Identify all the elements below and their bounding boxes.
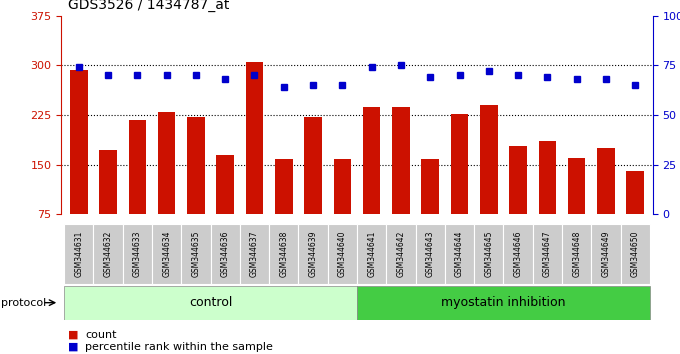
Bar	[328, 224, 357, 284]
Bar	[334, 159, 351, 214]
Bar	[539, 142, 556, 214]
Bar	[445, 224, 474, 284]
Text: GSM344640: GSM344640	[338, 231, 347, 277]
Bar	[592, 224, 621, 284]
Text: GSM344643: GSM344643	[426, 231, 435, 277]
Bar	[70, 70, 88, 214]
Text: GSM344631: GSM344631	[74, 231, 83, 277]
Bar	[211, 224, 240, 284]
Text: GSM344637: GSM344637	[250, 231, 259, 277]
Bar	[269, 224, 299, 284]
Bar	[122, 224, 152, 284]
Text: GSM344642: GSM344642	[396, 231, 405, 277]
Bar	[597, 148, 615, 214]
Bar	[480, 105, 498, 214]
Bar	[299, 224, 328, 284]
Text: protocol: protocol	[1, 298, 46, 308]
Text: GSM344649: GSM344649	[601, 231, 611, 277]
Text: GSM344650: GSM344650	[631, 231, 640, 277]
Text: myostatin inhibition: myostatin inhibition	[441, 296, 566, 309]
Text: GSM344648: GSM344648	[572, 231, 581, 277]
Bar	[363, 107, 380, 214]
Bar	[392, 107, 410, 214]
Bar	[357, 224, 386, 284]
Bar	[275, 159, 292, 214]
Text: count: count	[85, 330, 116, 339]
Text: GSM344635: GSM344635	[192, 231, 201, 277]
Text: ■: ■	[68, 330, 78, 339]
Bar	[422, 159, 439, 214]
Bar	[474, 224, 503, 284]
Text: GSM344634: GSM344634	[162, 231, 171, 277]
Bar	[532, 224, 562, 284]
Bar	[93, 224, 122, 284]
Text: GSM344633: GSM344633	[133, 231, 142, 277]
Bar	[357, 286, 650, 320]
Text: percentile rank within the sample: percentile rank within the sample	[85, 342, 273, 352]
Text: GSM344647: GSM344647	[543, 231, 552, 277]
Bar	[509, 146, 527, 214]
Bar	[503, 224, 532, 284]
Bar	[415, 224, 445, 284]
Bar	[626, 171, 644, 214]
Text: ■: ■	[68, 342, 78, 352]
Text: GSM344639: GSM344639	[309, 231, 318, 277]
Text: GDS3526 / 1434787_at: GDS3526 / 1434787_at	[68, 0, 229, 12]
Bar	[386, 224, 415, 284]
Bar	[304, 117, 322, 214]
Text: GSM344646: GSM344646	[513, 231, 522, 277]
Text: GSM344638: GSM344638	[279, 231, 288, 277]
Bar	[451, 114, 469, 214]
Bar	[187, 117, 205, 214]
Text: GSM344644: GSM344644	[455, 231, 464, 277]
Bar	[158, 112, 175, 214]
Bar	[152, 224, 182, 284]
Bar	[240, 224, 269, 284]
Bar	[216, 155, 234, 214]
Bar	[182, 224, 211, 284]
Bar	[621, 224, 650, 284]
Bar	[64, 286, 357, 320]
Text: GSM344632: GSM344632	[103, 231, 113, 277]
Bar	[64, 224, 93, 284]
Bar	[129, 120, 146, 214]
Bar	[245, 62, 263, 214]
Bar	[99, 150, 117, 214]
Bar	[562, 224, 592, 284]
Text: GSM344645: GSM344645	[484, 231, 493, 277]
Text: control: control	[189, 296, 233, 309]
Text: GSM344636: GSM344636	[221, 231, 230, 277]
Bar	[568, 158, 585, 214]
Text: GSM344641: GSM344641	[367, 231, 376, 277]
